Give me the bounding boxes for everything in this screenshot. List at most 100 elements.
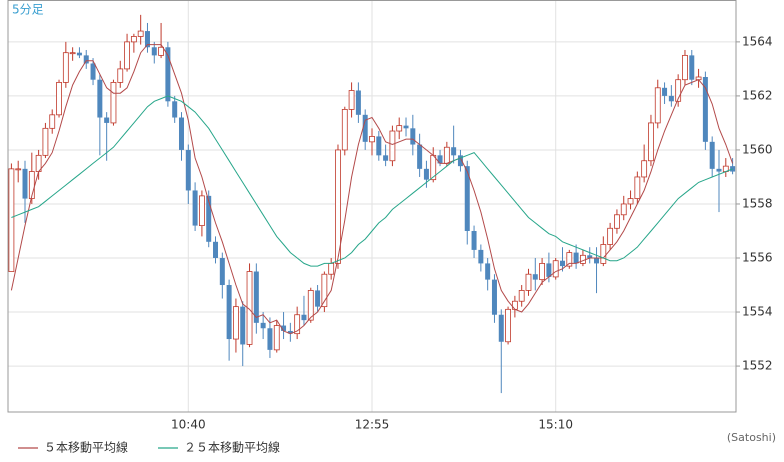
- candle-body: [144, 31, 150, 48]
- candle-body: [464, 166, 470, 231]
- x-tick-label: 12:55: [355, 418, 390, 432]
- candle-body: [511, 300, 518, 310]
- candle-body: [383, 155, 389, 161]
- candle-body: [206, 195, 212, 242]
- candle-body: [525, 273, 532, 291]
- candle-body: [654, 87, 661, 124]
- candle-body: [355, 90, 361, 115]
- candle-body: [130, 36, 137, 43]
- candle-body: [172, 101, 178, 118]
- candle-body: [451, 147, 457, 156]
- candle-body: [341, 109, 348, 151]
- candle-body: [396, 125, 403, 132]
- moving-average-line: [10, 44, 734, 335]
- y-tick-label: 1552: [742, 359, 773, 373]
- candle-body: [594, 258, 600, 264]
- candle-body: [49, 114, 56, 129]
- candle-body: [641, 160, 648, 178]
- chart-title: 5分足: [12, 3, 44, 17]
- candle-body: [273, 325, 280, 351]
- plot-border: [7, 0, 737, 413]
- candle-body: [348, 90, 355, 110]
- candle-body: [730, 166, 736, 172]
- y-tick-label: 1562: [742, 88, 773, 102]
- candle-body: [199, 195, 205, 226]
- candle-body: [389, 130, 396, 162]
- candle-body: [423, 168, 429, 180]
- candle-body: [648, 122, 654, 162]
- candle-body: [716, 168, 722, 172]
- candle-body: [22, 168, 28, 199]
- candle-body: [471, 230, 477, 250]
- candle-body: [158, 46, 164, 56]
- candle-body: [246, 271, 253, 345]
- y-tick-label: 1554: [742, 305, 773, 319]
- candle-body: [219, 258, 225, 286]
- candle-body: [117, 68, 124, 83]
- candle-body: [539, 263, 545, 281]
- candle-body: [213, 241, 219, 259]
- x-tick-label: 15:10: [538, 418, 573, 432]
- candle-body: [437, 155, 443, 164]
- candle-body: [151, 47, 157, 56]
- candle-body: [97, 79, 103, 118]
- candle-body: [702, 76, 708, 142]
- candle-body: [56, 82, 62, 116]
- candle-body: [573, 252, 579, 264]
- candle-body: [552, 260, 559, 278]
- candle-body: [240, 306, 246, 345]
- candle-body: [42, 127, 49, 156]
- candle-body: [498, 314, 504, 342]
- candle-body: [260, 322, 266, 329]
- candle-body: [376, 136, 382, 156]
- candle-body: [62, 52, 69, 83]
- candle-body: [485, 263, 491, 280]
- candle-body: [335, 149, 341, 264]
- candle-body: [518, 290, 525, 302]
- candle-body: [253, 271, 259, 323]
- candle-body: [28, 171, 35, 199]
- candle-body: [587, 255, 593, 259]
- y-tick-label: 1556: [742, 251, 773, 265]
- credit: (Satoshi): [727, 431, 776, 444]
- candle-body: [709, 141, 715, 169]
- candle-body: [137, 30, 144, 37]
- candle-body: [362, 114, 368, 142]
- candle-body: [178, 117, 184, 150]
- candle-body: [505, 308, 511, 343]
- candle-body: [301, 314, 307, 321]
- candle-body: [287, 330, 293, 334]
- candle-body: [689, 55, 695, 80]
- legend-label: ５本移動平均線: [44, 440, 128, 455]
- candle-body: [682, 54, 688, 81]
- candle-body: [457, 155, 463, 167]
- candle-body: [307, 290, 314, 321]
- candle-body: [627, 198, 634, 205]
- candle-body: [566, 252, 573, 267]
- candle-body: [233, 306, 239, 340]
- candle-body: [185, 149, 191, 191]
- candle-body: [600, 244, 607, 264]
- candle-body: [620, 203, 627, 216]
- y-tick-label: 1564: [742, 34, 773, 48]
- candle-body: [614, 214, 620, 229]
- candle-body: [104, 117, 110, 123]
- candle-body: [321, 273, 328, 308]
- candle-body: [607, 227, 614, 245]
- candle-body: [8, 168, 15, 272]
- candle-body: [662, 87, 668, 96]
- candle-body: [532, 274, 538, 280]
- candle-body: [328, 263, 335, 275]
- candle-body: [165, 47, 171, 102]
- candle-body: [69, 52, 76, 55]
- x-tick-label: 10:40: [171, 418, 206, 432]
- candle-body: [634, 176, 641, 199]
- candle-body: [369, 136, 375, 143]
- candle-body: [560, 260, 566, 267]
- candle-body: [580, 254, 586, 264]
- candle-body: [417, 144, 423, 169]
- candle-body: [226, 285, 232, 340]
- candle-body: [110, 82, 117, 124]
